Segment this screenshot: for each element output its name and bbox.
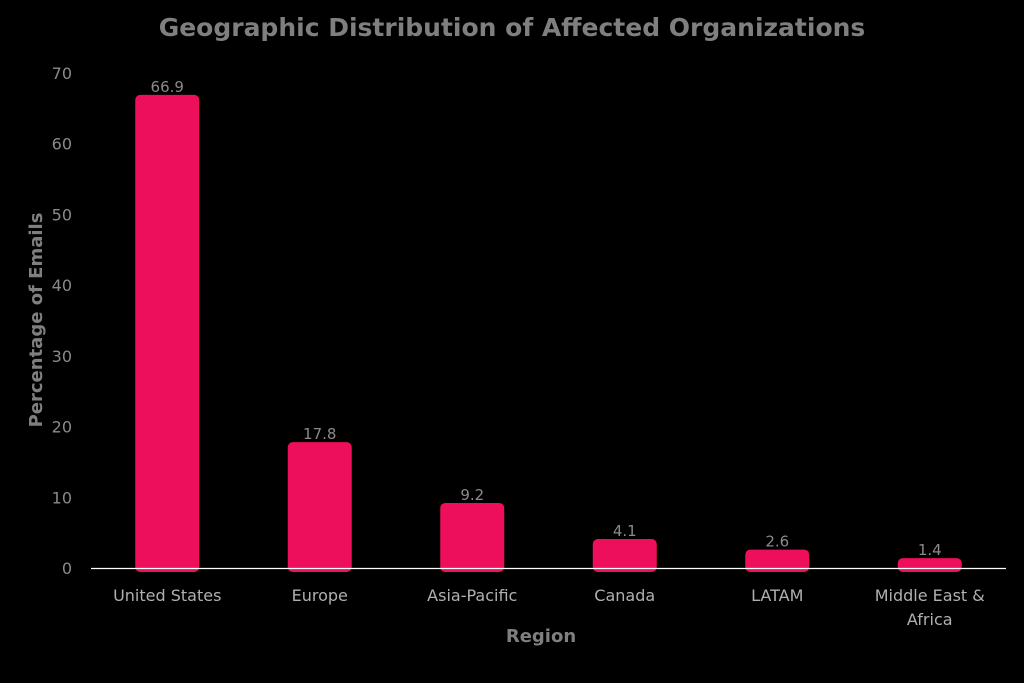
bars — [135, 94, 962, 573]
y-tick-label: 50 — [52, 205, 72, 224]
x-tick-label: United States — [113, 586, 221, 605]
bar — [897, 558, 962, 572]
y-tick-label: 30 — [52, 347, 72, 366]
y-tick-label: 60 — [52, 135, 72, 154]
y-axis-label: Percentage of Emails — [26, 213, 47, 428]
bar — [440, 502, 505, 572]
bar — [745, 549, 810, 572]
x-tick-label: Asia-Pacific — [427, 586, 517, 605]
x-tick-label: Middle East & — [875, 586, 985, 605]
y-tick-label: 70 — [52, 64, 72, 83]
bar-value-label: 9.2 — [460, 486, 484, 504]
bar-value-label: 17.8 — [303, 425, 336, 443]
x-tick-label: Canada — [594, 586, 655, 605]
x-tick-label: Europe — [292, 586, 348, 605]
bar-value-label: 1.4 — [918, 541, 942, 559]
x-tick-label: Africa — [907, 610, 953, 629]
bar — [287, 442, 352, 572]
bar-value-label: 4.1 — [613, 522, 637, 540]
x-axis-label: Region — [506, 626, 576, 647]
y-tick-label: 40 — [52, 276, 72, 295]
bar — [592, 539, 657, 572]
chart-title: Geographic Distribution of Affected Orga… — [159, 13, 866, 42]
y-tick-label: 10 — [52, 488, 72, 507]
y-tick-label: 0 — [62, 559, 72, 578]
bar-value-label: 66.9 — [151, 78, 184, 96]
y-axis-ticks: 0 10 20 30 40 50 60 70 — [52, 64, 72, 578]
data-labels: 66.9 17.8 9.2 4.1 2.6 1.4 — [151, 78, 942, 559]
x-tick-label: LATAM — [751, 586, 803, 605]
x-axis-ticks: United States Europe Asia-Pacific Canada LAT… — [113, 586, 985, 629]
bar — [135, 94, 200, 573]
y-tick-label: 20 — [52, 418, 72, 437]
bar-value-label: 2.6 — [765, 533, 789, 551]
